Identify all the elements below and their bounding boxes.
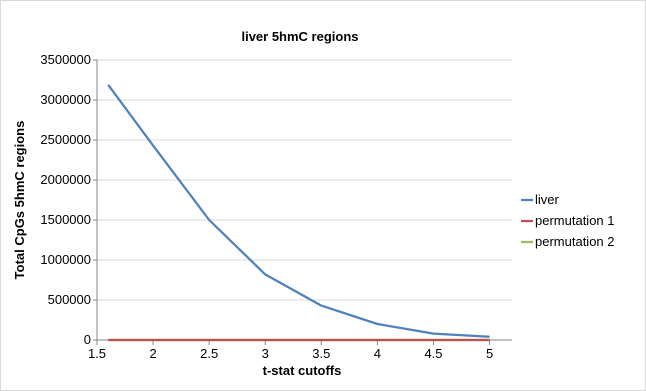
y-tick-label: 3000000 [40,92,91,107]
legend: liver permutation 1 permutation 2 [521,192,615,249]
y-tick-label: 3500000 [40,52,91,67]
series-line-0 [107,84,490,338]
x-tick-label: 4 [374,346,381,361]
x-tick-label: 4.5 [424,346,442,361]
legend-label-1: permutation 1 [535,213,615,228]
y-tick-labels: 0 500000 1000000 1500000 2000000 2500000 30000… [40,52,91,347]
gridlines [97,59,512,301]
x-tick-label: 3.5 [312,346,330,361]
chart-title: liver 5hmC regions [241,29,358,44]
y-tick-label: 1500000 [40,212,91,227]
x-tick-label: 1.5 [88,346,106,361]
y-tick-label: 2000000 [40,172,91,187]
axes [93,59,512,345]
y-tick-label: 0 [84,332,91,347]
x-tick-label: 3 [262,346,269,361]
x-tick-label: 2 [149,346,156,361]
x-tick-labels: 1.5 2 2.5 3 3.5 4 4.5 5 [88,346,493,361]
legend-label-2: permutation 2 [535,234,615,249]
series-lines [107,84,490,342]
x-tick-label: 2.5 [200,346,218,361]
y-tick-label: 2500000 [40,132,91,147]
x-tick-label: 5 [486,346,493,361]
y-tick-label: 1000000 [40,252,91,267]
y-axis-label: Total CpGs 5hmC regions [12,121,27,280]
x-axis-label: t-stat cutoffs [263,363,342,378]
y-tick-label: 500000 [48,292,91,307]
legend-label-0: liver [535,192,560,207]
